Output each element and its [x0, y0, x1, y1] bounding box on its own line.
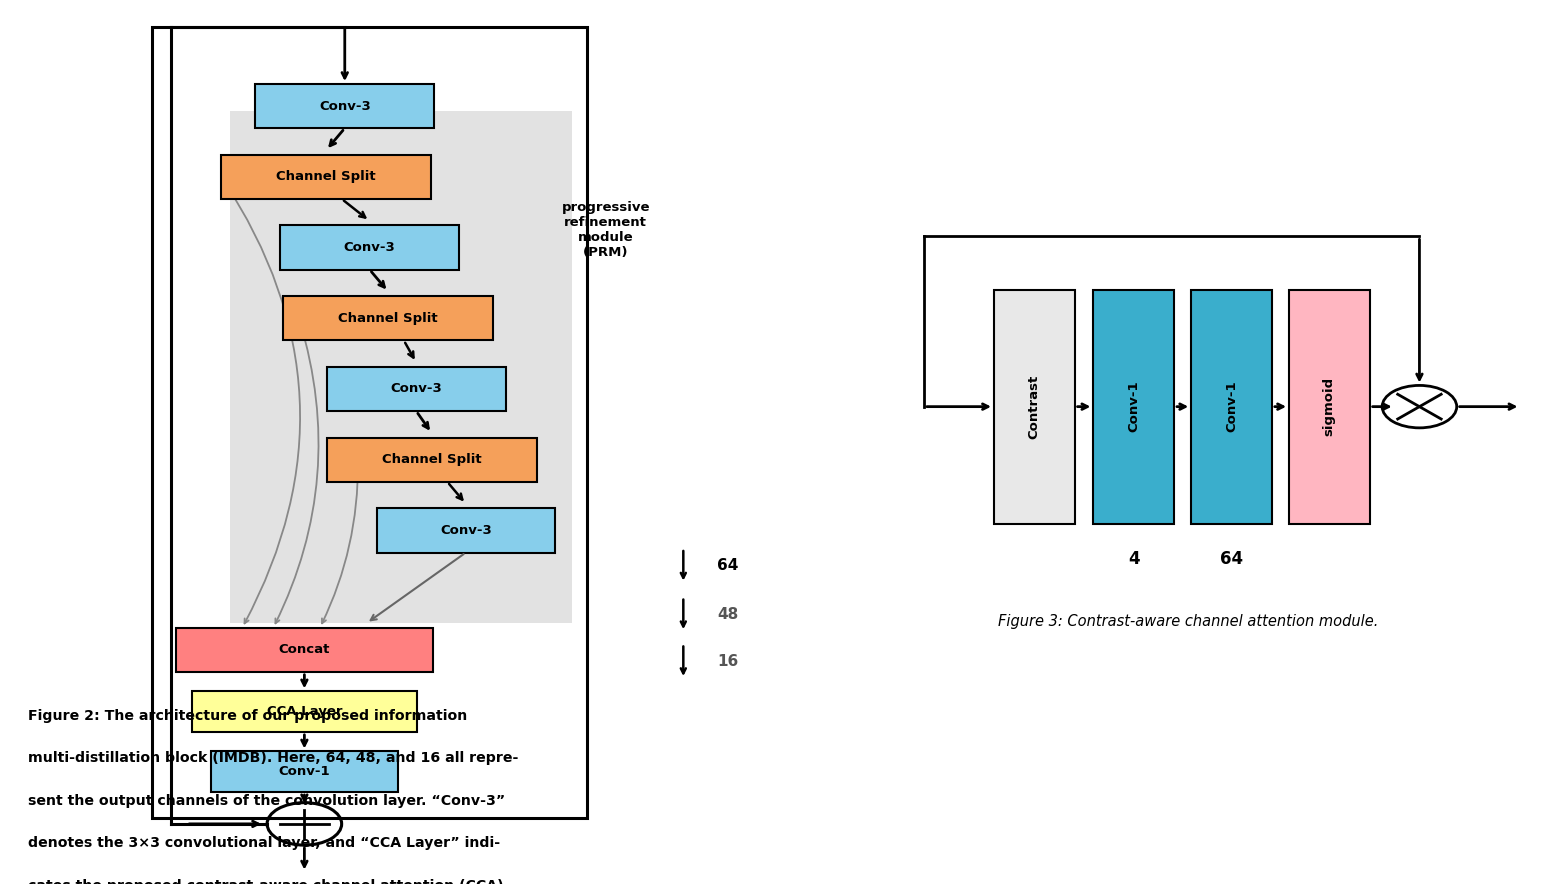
FancyBboxPatch shape: [328, 367, 506, 411]
FancyBboxPatch shape: [1289, 289, 1370, 523]
FancyBboxPatch shape: [255, 84, 435, 128]
Text: multi-distillation block (IMDB). Here, 64, 48, and 16 all repre-: multi-distillation block (IMDB). Here, 6…: [28, 751, 519, 766]
Text: Figure 3: Contrast-aware channel attention module.: Figure 3: Contrast-aware channel attenti…: [999, 613, 1378, 629]
Text: 64: 64: [717, 559, 739, 573]
Text: Channel Split: Channel Split: [382, 453, 481, 466]
Text: CCA Layer: CCA Layer: [267, 705, 342, 718]
FancyBboxPatch shape: [1191, 289, 1272, 523]
Text: Figure 2: The architecture of our proposed information: Figure 2: The architecture of our propos…: [28, 709, 467, 723]
FancyBboxPatch shape: [211, 751, 398, 792]
FancyBboxPatch shape: [376, 508, 556, 552]
Text: 16: 16: [717, 654, 739, 668]
Text: sent the output channels of the convolution layer. “Conv-3”: sent the output channels of the convolut…: [28, 794, 505, 808]
Text: Channel Split: Channel Split: [339, 312, 438, 324]
Text: 48: 48: [717, 607, 739, 621]
Text: Conv-1: Conv-1: [1127, 381, 1140, 432]
FancyBboxPatch shape: [1093, 289, 1174, 523]
Text: Channel Split: Channel Split: [276, 171, 376, 183]
Text: 4: 4: [1127, 550, 1140, 568]
Text: Conv-3: Conv-3: [343, 241, 396, 254]
Text: progressive
refinement
module
(PRM): progressive refinement module (PRM): [562, 201, 649, 259]
Text: Conv-1: Conv-1: [1225, 381, 1238, 432]
Text: sigmoid: sigmoid: [1323, 377, 1336, 436]
Text: Conv-3: Conv-3: [439, 524, 492, 537]
Text: Contrast: Contrast: [1028, 375, 1041, 438]
FancyBboxPatch shape: [283, 296, 494, 340]
FancyBboxPatch shape: [221, 155, 430, 199]
FancyBboxPatch shape: [193, 691, 416, 732]
FancyBboxPatch shape: [994, 289, 1075, 523]
Text: denotes the 3×3 convolutional layer, and “CCA Layer” indi-: denotes the 3×3 convolutional layer, and…: [28, 836, 500, 850]
Text: 64: 64: [1221, 550, 1242, 568]
FancyBboxPatch shape: [177, 628, 432, 672]
Text: Conv-1: Conv-1: [278, 766, 331, 778]
Text: cates the proposed contrast-aware channel attention (CCA): cates the proposed contrast-aware channe…: [28, 879, 503, 884]
FancyBboxPatch shape: [328, 438, 537, 482]
FancyBboxPatch shape: [230, 110, 572, 623]
Text: Conv-3: Conv-3: [318, 100, 371, 112]
FancyBboxPatch shape: [280, 225, 460, 270]
Text: Conv-3: Conv-3: [390, 383, 443, 395]
Text: Concat: Concat: [278, 644, 331, 656]
